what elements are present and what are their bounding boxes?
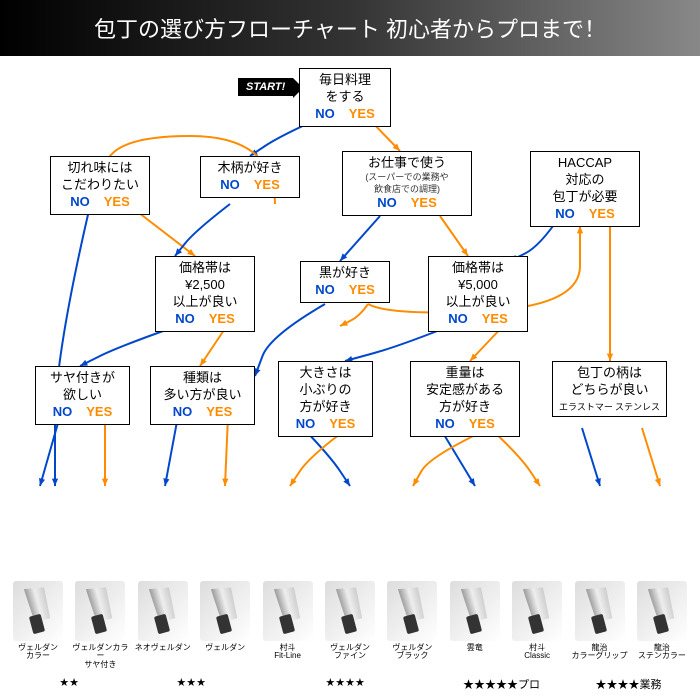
- node-q2c: お仕事で使う(スーパーでの業務や飲食店での調理)NOYES: [342, 151, 472, 216]
- product-3: ヴェルダン: [195, 581, 255, 670]
- star-ratings: ★★★★★★★★★★★★★★プロ★★★★業務: [0, 676, 700, 692]
- product-4: 村斗Fit-Line: [258, 581, 318, 670]
- node-q3b: 黒が好きNOYES: [300, 261, 390, 303]
- product-2: ネオヴェルダン: [133, 581, 193, 670]
- star-group-4: ★★★★業務: [565, 676, 692, 692]
- product-10: 龍治ステンカラー: [632, 581, 692, 670]
- knife-image: [575, 581, 625, 641]
- star-group-3: ★★★★★プロ: [438, 676, 565, 692]
- product-7: 雲竜: [445, 581, 505, 670]
- node-q4c: 大きさは小ぶりの方が好きNOYES: [278, 361, 373, 437]
- start-badge: START!: [238, 78, 293, 96]
- node-q1: 毎日料理をするNOYES: [299, 68, 391, 127]
- knife-image: [138, 581, 188, 641]
- knife-image: [75, 581, 125, 641]
- knife-image: [637, 581, 687, 641]
- node-q3a: 価格帯は¥2,500以上が良いNOYES: [155, 256, 255, 332]
- star-group-2: ★★★★: [252, 676, 438, 692]
- knife-image: [512, 581, 562, 641]
- node-q4d: 重量は安定感がある方が好きNOYES: [410, 361, 520, 437]
- knife-image: [325, 581, 375, 641]
- product-row: ヴェルダンカラーヴェルダンカラーサヤ付きネオヴェルダンヴェルダン村斗Fit-Li…: [0, 581, 700, 670]
- knife-image: [200, 581, 250, 641]
- knife-image: [13, 581, 63, 641]
- knife-image: [387, 581, 437, 641]
- node-q3c: 価格帯は¥5,000以上が良いNOYES: [428, 256, 528, 332]
- star-group-1: ★★★: [130, 676, 252, 692]
- product-6: ヴェルダンブラック: [382, 581, 442, 670]
- node-q4e: 包丁の柄はどちらが良いエラストマーステンレス: [552, 361, 667, 417]
- node-q4b: 種類は多い方が良いNOYES: [150, 366, 255, 425]
- title-header: 包丁の選び方フローチャート 初心者からプロまで！: [0, 0, 700, 56]
- knife-image: [450, 581, 500, 641]
- product-8: 村斗Classic: [507, 581, 567, 670]
- product-9: 龍治カラーグリップ: [570, 581, 630, 670]
- node-q2b: 木柄が好きNOYES: [200, 156, 300, 198]
- knife-image: [263, 581, 313, 641]
- star-group-0: ★★: [8, 676, 130, 692]
- product-0: ヴェルダンカラー: [8, 581, 68, 670]
- flowchart-area: START! 毎日料理をするNOYES 切れ味にはこだわりたいNOYES 木柄が好き…: [0, 56, 700, 616]
- connector-lines: [0, 56, 700, 616]
- node-q2a: 切れ味にはこだわりたいNOYES: [50, 156, 150, 215]
- product-1: ヴェルダンカラーサヤ付き: [70, 581, 130, 670]
- node-q4a: サヤ付きが欲しいNOYES: [35, 366, 130, 425]
- product-5: ヴェルダンファイン: [320, 581, 380, 670]
- node-q2d: HACCAP対応の包丁が必要NOYES: [530, 151, 640, 227]
